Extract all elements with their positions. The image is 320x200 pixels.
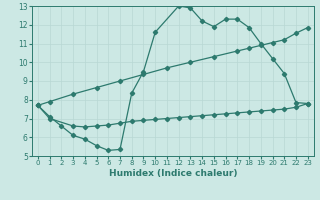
X-axis label: Humidex (Indice chaleur): Humidex (Indice chaleur): [108, 169, 237, 178]
